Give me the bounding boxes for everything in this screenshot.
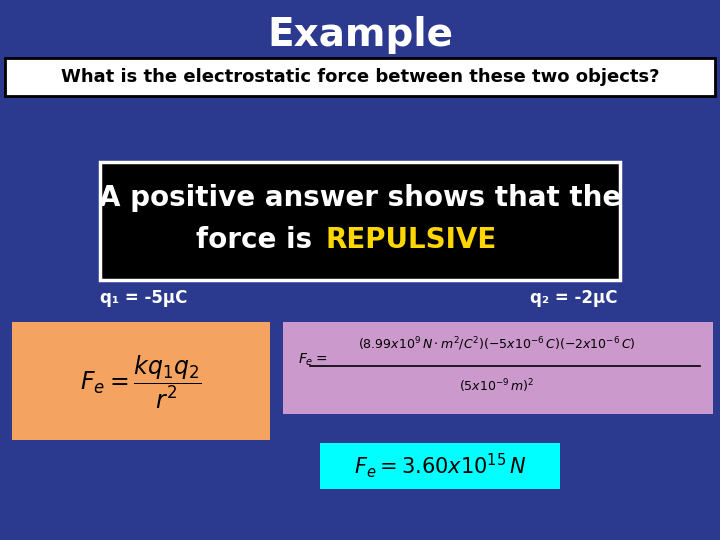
Circle shape xyxy=(129,164,181,216)
Text: q₁ = -5μC: q₁ = -5μC xyxy=(100,289,187,307)
Text: $(8.99x10^{9}\,N\cdot m^{2}/C^{2})(-5x10^{-6}\,C)(-2x10^{-6}\,C)$: $(8.99x10^{9}\,N\cdot m^{2}/C^{2})(-5x10… xyxy=(358,335,636,353)
FancyBboxPatch shape xyxy=(100,162,620,280)
FancyBboxPatch shape xyxy=(283,322,713,414)
Text: What is the electrostatic force between these two objects?: What is the electrostatic force between … xyxy=(60,68,660,86)
Text: REPULSIVE: REPULSIVE xyxy=(325,226,496,254)
Text: $F_e = 3.60x10^{15}\,N$: $F_e = 3.60x10^{15}\,N$ xyxy=(354,451,526,481)
Text: $(5x10^{-9}\,m)^{2}$: $(5x10^{-9}\,m)^{2}$ xyxy=(459,377,535,395)
Text: force is: force is xyxy=(197,226,322,254)
FancyBboxPatch shape xyxy=(12,322,270,440)
Text: q₂ = -2μC: q₂ = -2μC xyxy=(530,289,618,307)
Text: $F_e =$: $F_e =$ xyxy=(298,352,327,368)
Text: Example: Example xyxy=(267,16,453,54)
Text: $F_e = \dfrac{kq_1q_2}{r^2}$: $F_e = \dfrac{kq_1q_2}{r^2}$ xyxy=(80,353,202,411)
Circle shape xyxy=(539,164,591,216)
FancyBboxPatch shape xyxy=(320,443,560,489)
FancyBboxPatch shape xyxy=(5,58,715,96)
Text: A positive answer shows that the: A positive answer shows that the xyxy=(99,184,621,212)
